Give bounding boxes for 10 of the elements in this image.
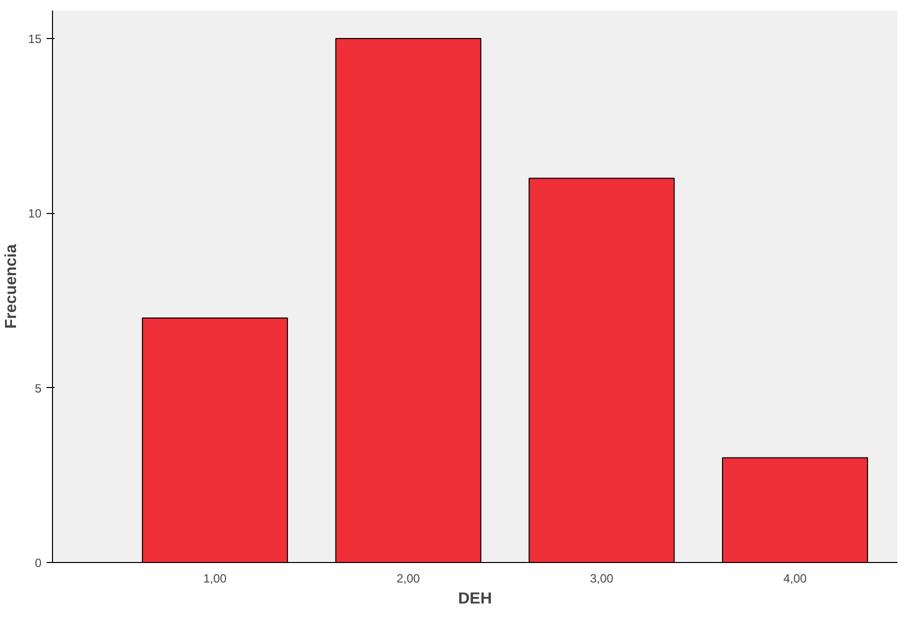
x-tick-label: 1,00 <box>203 572 227 586</box>
x-tick-label: 4,00 <box>783 572 808 586</box>
y-axis-title: Frecuencia <box>3 244 20 329</box>
x-tick-label: 3,00 <box>590 572 614 586</box>
y-tick-label: 0 <box>34 556 42 570</box>
x-tick-label: 2,00 <box>396 572 420 586</box>
y-tick-label: 5 <box>34 381 42 396</box>
y-tick-label: 15 <box>28 32 42 46</box>
x-axis-title: DEH <box>458 590 492 608</box>
y-tick-label: 10 <box>28 206 42 221</box>
